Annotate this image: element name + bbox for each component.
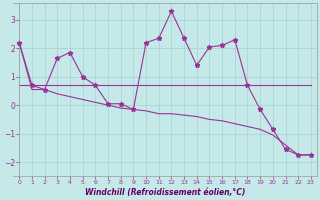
X-axis label: Windchill (Refroidissement éolien,°C): Windchill (Refroidissement éolien,°C) <box>85 188 245 197</box>
